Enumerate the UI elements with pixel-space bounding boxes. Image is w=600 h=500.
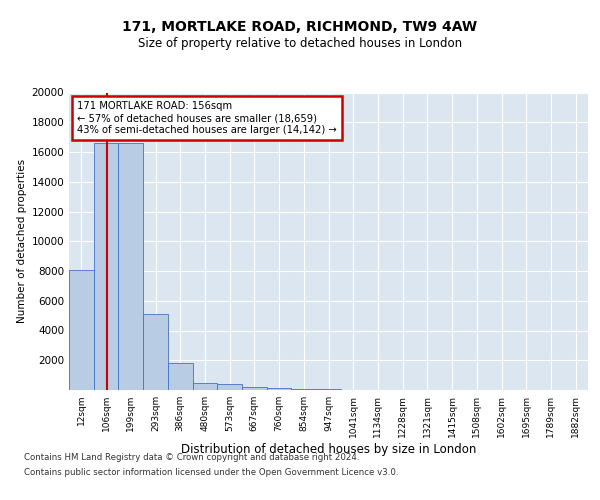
Text: Size of property relative to detached houses in London: Size of property relative to detached ho… (138, 38, 462, 51)
Bar (193, 382, 217, 390)
Text: Contains HM Land Registry data © Crown copyright and database right 2024.: Contains HM Land Registry data © Crown c… (24, 453, 359, 462)
Text: Contains public sector information licensed under the Open Government Licence v3: Contains public sector information licen… (24, 468, 398, 477)
Bar (118, 143, 143, 390)
Bar (168, 363, 193, 390)
Bar (292, 388, 316, 390)
Bar (242, 387, 267, 390)
Bar (316, 389, 341, 390)
Bar (217, 384, 242, 390)
Y-axis label: Number of detached properties: Number of detached properties (17, 159, 27, 324)
Text: 171 MORTLAKE ROAD: 156sqm
← 57% of detached houses are smaller (18,659)
43% of s: 171 MORTLAKE ROAD: 156sqm ← 57% of detac… (77, 102, 337, 134)
X-axis label: Distribution of detached houses by size in London: Distribution of detached houses by size … (181, 442, 476, 456)
Bar (267, 388, 292, 390)
Bar (94, 143, 118, 390)
Text: 171, MORTLAKE ROAD, RICHMOND, TW9 4AW: 171, MORTLAKE ROAD, RICHMOND, TW9 4AW (122, 20, 478, 34)
Bar (69, 270, 94, 390)
Bar (143, 314, 168, 390)
